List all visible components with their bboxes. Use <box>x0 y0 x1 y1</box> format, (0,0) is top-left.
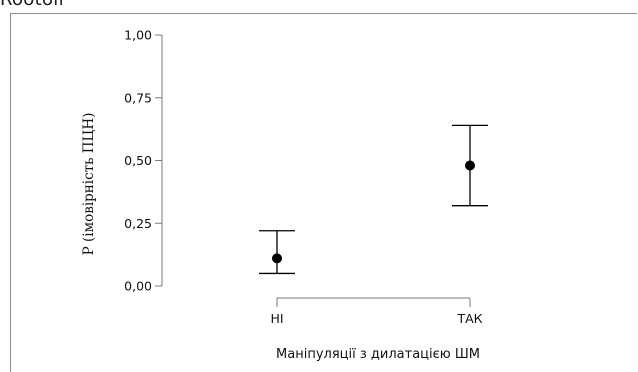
data-marks <box>259 124 488 275</box>
y-tick-label: 0,75 <box>124 90 152 105</box>
x-axis-label: Маніпуляції з дилатацією ШМ <box>276 347 480 362</box>
data-point <box>272 253 282 264</box>
y-axis: 0,00 0,25 0,50 0,75 1,00 <box>124 28 163 294</box>
chart-frame <box>10 13 637 372</box>
y-tick-label: 0,25 <box>124 216 152 231</box>
data-point <box>465 160 475 171</box>
x-axis: НІ ТАК <box>270 297 483 326</box>
y-tick-label: 0,00 <box>124 279 152 294</box>
y-axis-label: Р (імовірність ПЦН) <box>81 113 97 256</box>
x-tick-label: ТАК <box>456 311 482 326</box>
y-tick-label: 0,50 <box>124 153 152 168</box>
y-tick-label: 1,00 <box>124 28 152 43</box>
cut-off-heading: Rootoll <box>0 0 64 10</box>
x-tick-label: НІ <box>270 311 283 326</box>
